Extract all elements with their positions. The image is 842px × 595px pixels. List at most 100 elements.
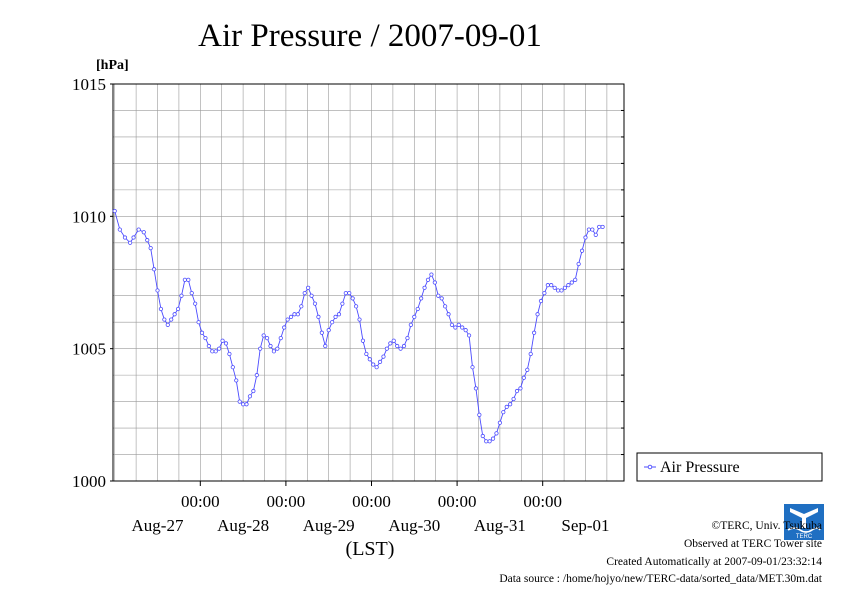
data-point bbox=[241, 402, 246, 407]
data-point bbox=[484, 439, 489, 444]
data-point bbox=[306, 285, 311, 290]
data-point bbox=[302, 290, 307, 296]
data-point bbox=[473, 386, 479, 391]
data-point bbox=[490, 436, 496, 441]
data-point bbox=[189, 290, 194, 296]
data-point bbox=[545, 283, 550, 288]
legend-box bbox=[636, 452, 823, 482]
x-tick-time: 00:00 bbox=[181, 492, 220, 511]
data-point bbox=[330, 320, 335, 325]
data-point bbox=[579, 248, 585, 253]
data-point bbox=[367, 357, 372, 362]
data-point bbox=[292, 312, 297, 317]
data-point bbox=[350, 296, 355, 301]
data-point bbox=[528, 351, 533, 357]
data-point bbox=[412, 314, 417, 320]
footer-observed: Observed at TERC Tower site bbox=[683, 538, 822, 550]
data-point bbox=[162, 317, 167, 322]
data-point bbox=[223, 341, 229, 346]
data-point bbox=[586, 227, 592, 232]
x-tick-date: Aug-31 bbox=[474, 516, 526, 535]
data-point bbox=[210, 349, 215, 354]
data-point bbox=[151, 267, 157, 272]
legend-label: Air Pressure bbox=[660, 459, 740, 476]
data-point bbox=[597, 224, 602, 230]
data-point bbox=[220, 338, 225, 343]
data-point bbox=[374, 365, 379, 370]
data-point bbox=[323, 343, 328, 349]
data-point bbox=[326, 328, 331, 333]
data-point bbox=[600, 224, 605, 230]
x-tick-date: Aug-30 bbox=[388, 516, 440, 535]
chart-title: Air Pressure / 2007-09-01 bbox=[198, 18, 542, 54]
data-point bbox=[136, 227, 141, 232]
data-point bbox=[333, 314, 338, 320]
footer-copyright: ©TERC, Univ. Tsukuba bbox=[711, 520, 822, 532]
data-point bbox=[319, 330, 324, 335]
x-axis: 00:00 Aug-27 00:00 Aug-28 00:00 Aug-29 00:00 Au… bbox=[132, 481, 610, 535]
data-point bbox=[542, 290, 547, 296]
data-point bbox=[477, 412, 482, 417]
data-point bbox=[175, 306, 181, 312]
y-tick-label: 1015 bbox=[72, 75, 106, 94]
data-point bbox=[549, 283, 554, 288]
data-point bbox=[275, 346, 280, 351]
data-point bbox=[453, 325, 458, 330]
data-point bbox=[312, 301, 318, 306]
data-point bbox=[261, 333, 266, 338]
data-point bbox=[148, 245, 153, 251]
data-point bbox=[501, 410, 506, 415]
series-air-pressure bbox=[112, 208, 605, 444]
y-axis: 1000 1005 1010 1015 bbox=[72, 75, 624, 491]
data-point bbox=[419, 296, 424, 301]
data-point bbox=[422, 285, 427, 290]
data-point bbox=[299, 304, 304, 309]
data-point bbox=[165, 322, 170, 327]
data-point bbox=[112, 208, 117, 214]
data-point bbox=[432, 280, 437, 285]
data-point bbox=[360, 338, 366, 343]
data-point bbox=[196, 320, 201, 325]
data-point bbox=[470, 365, 475, 370]
data-point bbox=[336, 312, 342, 317]
data-point bbox=[590, 227, 595, 232]
data-point bbox=[425, 277, 431, 282]
y-tick-label: 1000 bbox=[72, 472, 106, 491]
footer-source: Data source : /home/hojyo/new/TERC-data/… bbox=[499, 573, 822, 585]
data-point bbox=[122, 235, 128, 240]
data-point bbox=[449, 322, 455, 327]
legend: Air Pressure bbox=[636, 452, 823, 482]
data-point bbox=[497, 420, 502, 425]
data-point bbox=[415, 306, 420, 312]
data-point bbox=[309, 293, 314, 298]
data-point bbox=[456, 322, 461, 327]
data-point bbox=[213, 349, 218, 354]
data-point bbox=[487, 439, 492, 444]
data-point bbox=[237, 399, 242, 404]
data-point bbox=[569, 280, 574, 285]
data-point bbox=[566, 283, 571, 288]
data-point bbox=[117, 227, 122, 232]
data-point bbox=[169, 317, 174, 322]
data-point bbox=[460, 325, 465, 330]
data-point bbox=[480, 433, 485, 439]
data-point bbox=[158, 306, 164, 312]
data-point bbox=[535, 312, 540, 317]
data-point bbox=[552, 285, 557, 290]
data-point bbox=[285, 317, 290, 322]
data-point bbox=[371, 362, 376, 367]
y-tick-label: 1010 bbox=[72, 207, 106, 226]
x-tick-date: Sep-01 bbox=[561, 516, 609, 535]
data-point bbox=[446, 312, 451, 317]
data-point bbox=[295, 312, 300, 317]
footer-created: Created Automatically at 2007-09-01/23:3… bbox=[606, 556, 822, 568]
data-point bbox=[145, 238, 150, 243]
data-point bbox=[504, 404, 509, 409]
data-point bbox=[559, 288, 564, 293]
logo-text: TERC bbox=[796, 534, 813, 540]
x-tick-date: Aug-29 bbox=[303, 516, 355, 535]
data-point bbox=[244, 402, 249, 407]
data-point bbox=[282, 325, 287, 330]
data-point bbox=[357, 317, 362, 322]
